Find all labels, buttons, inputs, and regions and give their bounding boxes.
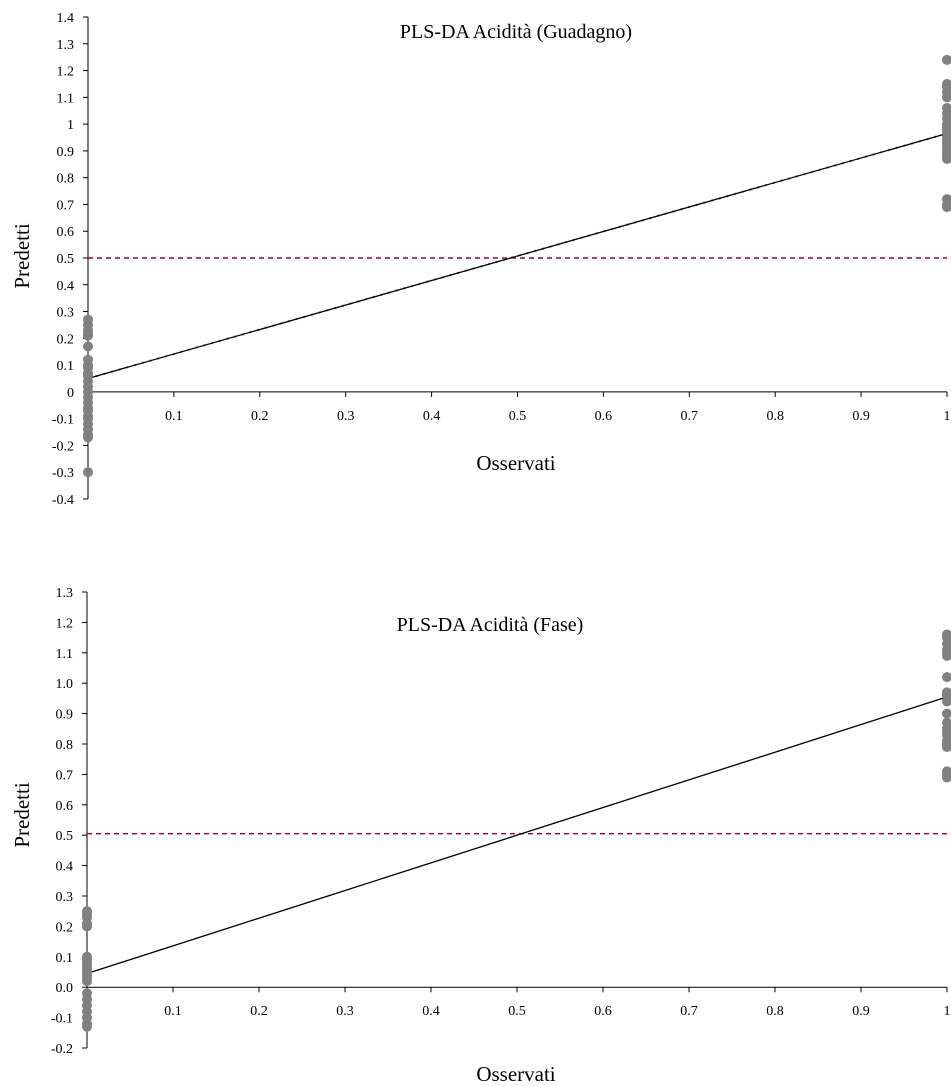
y-tick-label: 1.0 <box>56 677 74 692</box>
data-point <box>942 92 951 103</box>
data-point <box>942 772 951 783</box>
y-tick-label: -0.2 <box>52 439 74 454</box>
y-tick-label: 0.7 <box>56 768 74 783</box>
fit-line <box>87 132 948 380</box>
x-tick-label: 0.3 <box>336 1004 354 1019</box>
x-tick-label: 0.4 <box>422 1004 440 1019</box>
fit-line <box>86 696 948 975</box>
y-axis-title: Predetti <box>10 223 34 288</box>
x-tick-label: 0.5 <box>508 1004 526 1019</box>
data-point <box>82 921 92 932</box>
x-tick-label: 1 <box>944 409 951 424</box>
data-point <box>83 341 93 352</box>
data-point <box>942 708 951 719</box>
x-tick-label: 0.1 <box>164 1004 182 1019</box>
x-tick-label: 1 <box>944 1004 951 1019</box>
y-tick-label: 1.1 <box>56 647 74 662</box>
x-tick-label: 0.6 <box>595 409 613 424</box>
y-tick-label: -0.1 <box>52 413 74 428</box>
x-tick-label: 0.8 <box>766 1004 784 1019</box>
y-tick-label: 0.8 <box>57 172 75 187</box>
data-point <box>82 1021 92 1032</box>
x-tick-label: 0.9 <box>852 409 870 424</box>
y-tick-label: 0.9 <box>56 708 74 723</box>
y-tick-label: -0.4 <box>52 493 74 508</box>
x-tick-label: 0.2 <box>250 1004 268 1019</box>
data-point <box>942 672 951 683</box>
chart-fase: PLS-DA Acidità (Fase) Osservati Predetti… <box>0 575 951 1086</box>
y-tick-label: 1.1 <box>57 91 75 106</box>
data-point <box>942 153 951 164</box>
x-tick-label: 0.6 <box>594 1004 612 1019</box>
data-point <box>942 202 951 213</box>
y-tick-label: -0.2 <box>51 1042 73 1057</box>
y-axis-title: Predetti <box>10 782 34 847</box>
chart-guadagno-svg: PLS-DA Acidità (Guadagno) Osservati Pred… <box>10 11 951 508</box>
x-tick-label: 0.7 <box>680 1004 698 1019</box>
y-tick-label: 0.8 <box>56 738 74 753</box>
y-tick-label: 0 <box>67 386 74 401</box>
y-tick-label: 0.1 <box>56 951 74 966</box>
y-tick-label: 0.9 <box>57 145 75 160</box>
y-tick-label: 1.3 <box>57 38 75 53</box>
data-point <box>942 54 951 65</box>
y-tick-label: 0.7 <box>57 198 75 213</box>
y-tick-label: 0.0 <box>56 981 74 996</box>
plot-area: -0.2 -0.1 0.0 0.1 0.2 0.3 0.4 0.5 0.6 0.7 0.8 0.9 1.… <box>51 586 951 1057</box>
chart-guadagno: PLS-DA Acidità (Guadagno) Osservati Pred… <box>0 0 951 520</box>
plot-area: -0.4 -0.3 -0.2 -0.1 0 0.1 0.2 0.3 0.4 0.5 0.6 0.7 0.… <box>52 11 951 508</box>
y-tick-label: 0.1 <box>57 359 75 374</box>
y-tick-label: 1.3 <box>56 586 74 601</box>
x-tick-label: 0.8 <box>766 409 784 424</box>
y-tick-label: -0.1 <box>51 1012 73 1027</box>
x-tick-label: 0.2 <box>251 409 269 424</box>
data-point <box>942 742 951 753</box>
y-tick-label: 0.4 <box>56 860 74 875</box>
data-point <box>942 650 951 661</box>
y-tick-label: 0.4 <box>57 279 75 294</box>
y-tick-label: 0.2 <box>56 920 74 935</box>
chart-title: PLS-DA Acidità (Guadagno) <box>400 21 632 43</box>
x-axis-title: Osservati <box>476 451 555 475</box>
y-tick-label: -0.3 <box>52 466 74 481</box>
chart-title: PLS-DA Acidità (Fase) <box>397 614 584 636</box>
x-tick-label: 0.1 <box>165 409 183 424</box>
x-axis-title: Osservati <box>476 1062 555 1086</box>
y-tick-label: 0.3 <box>57 306 75 321</box>
data-point <box>83 432 93 443</box>
x-tick-label: 0.5 <box>509 409 527 424</box>
x-tick-label: 0.7 <box>681 409 699 424</box>
data-point <box>942 696 951 707</box>
x-tick-label: 0.9 <box>852 1004 870 1019</box>
data-point <box>83 467 93 478</box>
data-point <box>82 976 92 987</box>
data-point <box>83 330 93 341</box>
y-tick-label: 1.2 <box>56 616 74 631</box>
y-tick-label: 1.2 <box>57 65 75 80</box>
y-tick-label: 0.3 <box>56 890 74 905</box>
y-tick-label: 0.2 <box>57 332 75 347</box>
y-tick-label: 1.4 <box>57 11 75 26</box>
y-tick-label: 0.5 <box>56 829 74 844</box>
chart-fase-svg: PLS-DA Acidità (Fase) Osservati Predetti… <box>10 586 951 1086</box>
y-tick-label: 0.5 <box>57 252 75 267</box>
x-tick-label: 0.4 <box>423 409 441 424</box>
y-tick-label: 0.6 <box>56 799 74 814</box>
y-tick-label: 1 <box>67 118 74 133</box>
y-tick-label: 0.6 <box>57 225 75 240</box>
x-tick-label: 0.3 <box>337 409 355 424</box>
